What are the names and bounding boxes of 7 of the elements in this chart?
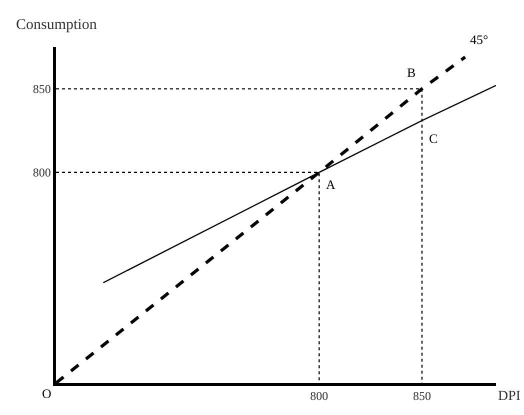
annotation: C <box>429 131 438 146</box>
annotation: A <box>326 177 336 192</box>
annotation: O <box>42 386 52 401</box>
y-axis-title: Consumption <box>16 17 98 33</box>
annotation: 45° <box>470 32 488 47</box>
x-axis-title: DPI <box>498 389 521 404</box>
annotation: B <box>407 65 416 80</box>
